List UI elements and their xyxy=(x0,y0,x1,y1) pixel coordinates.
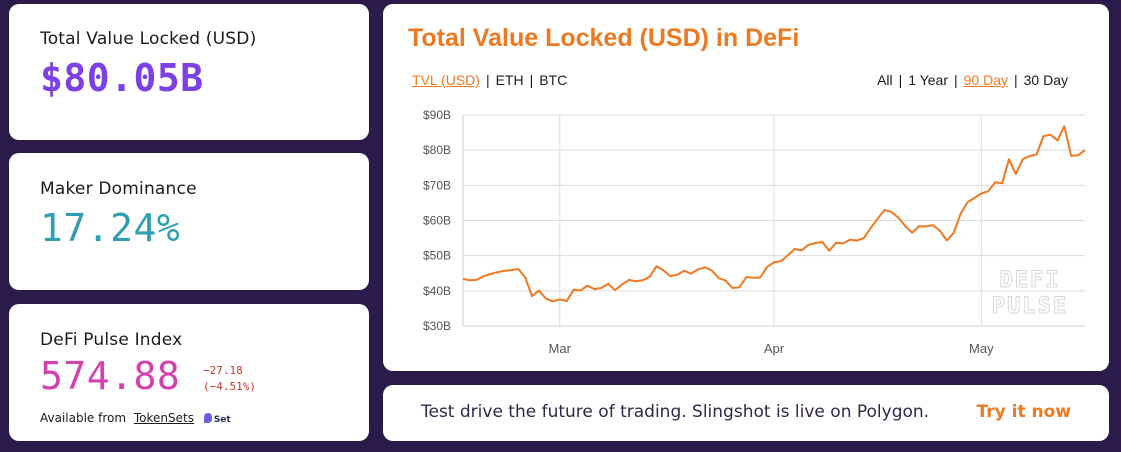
dpi-value: 574.88 xyxy=(40,354,181,398)
maker-dominance-label: Maker Dominance xyxy=(40,179,197,199)
tvl-chart-card: Total Value Locked (USD) in DeFi TVL (US… xyxy=(383,4,1109,371)
dpi-label: DeFi Pulse Index xyxy=(40,330,183,350)
tvl-series-line xyxy=(462,125,1086,303)
range-all[interactable]: All xyxy=(877,72,893,88)
maker-dominance-value: 17.24% xyxy=(40,206,181,250)
dpi-change: −27.18 (−4.51%) xyxy=(203,363,256,395)
slingshot-banner: Test drive the future of trading. Slings… xyxy=(383,385,1109,441)
unit-btc[interactable]: BTC xyxy=(539,72,568,88)
y-tick-label: $90B xyxy=(423,108,451,122)
y-tick-label: $60B xyxy=(423,214,451,228)
maker-dominance-card: Maker Dominance 17.24% xyxy=(9,153,369,290)
set-logo: Set xyxy=(203,413,231,425)
range-90-day[interactable]: 90 Day xyxy=(963,72,1008,88)
defi-pulse-watermark: DEFI xyxy=(1000,268,1061,293)
unit-tvl-usd[interactable]: TVL (USD) xyxy=(412,72,480,88)
dpi-change-absolute: −27.18 xyxy=(203,364,243,377)
chart-title: Total Value Locked (USD) in DeFi xyxy=(408,24,800,52)
banner-text: Test drive the future of trading. Slings… xyxy=(421,402,930,422)
x-tick-label: Apr xyxy=(764,341,785,356)
x-tick-label: Mar xyxy=(549,341,572,356)
tvl-line-chart: $30B $40B $50B $60B $70B $80B $90B Mar Apr May DEF… xyxy=(423,108,1086,356)
dpi-change-percent: (−4.51%) xyxy=(203,380,256,393)
y-tick-label: $50B xyxy=(423,249,451,263)
y-tick-label: $70B xyxy=(423,178,451,192)
range-1-year[interactable]: 1 Year xyxy=(908,72,948,88)
tvl-card: Total Value Locked (USD) $80.05B xyxy=(9,4,369,140)
range-30-day[interactable]: 30 Day xyxy=(1023,72,1068,88)
try-it-now-button[interactable]: Try it now xyxy=(976,402,1071,422)
y-tick-label: $30B xyxy=(423,319,451,333)
availability-note: Available from TokenSets Set xyxy=(40,411,231,425)
y-tick-label: $80B xyxy=(423,143,451,157)
tvl-value: $80.05B xyxy=(40,56,204,100)
y-tick-label: $40B xyxy=(423,284,451,298)
set-logo-text: Set xyxy=(213,415,231,425)
unit-eth[interactable]: ETH xyxy=(495,72,524,88)
defi-pulse-index-card: DeFi Pulse Index 574.88 −27.18 (−4.51%) … xyxy=(9,304,369,441)
tvl-label: Total Value Locked (USD) xyxy=(40,29,257,49)
defi-pulse-watermark: PULSE xyxy=(992,294,1068,319)
tokensets-link[interactable]: TokenSets xyxy=(133,411,194,425)
x-tick-label: May xyxy=(969,341,994,356)
range-toggle: All | 1 Year | 90 Day | 30 Day xyxy=(877,72,1068,88)
available-prefix: Available from xyxy=(40,411,127,425)
set-logo-icon xyxy=(203,413,212,423)
unit-toggle: TVL (USD) | ETH | BTC xyxy=(412,72,568,88)
